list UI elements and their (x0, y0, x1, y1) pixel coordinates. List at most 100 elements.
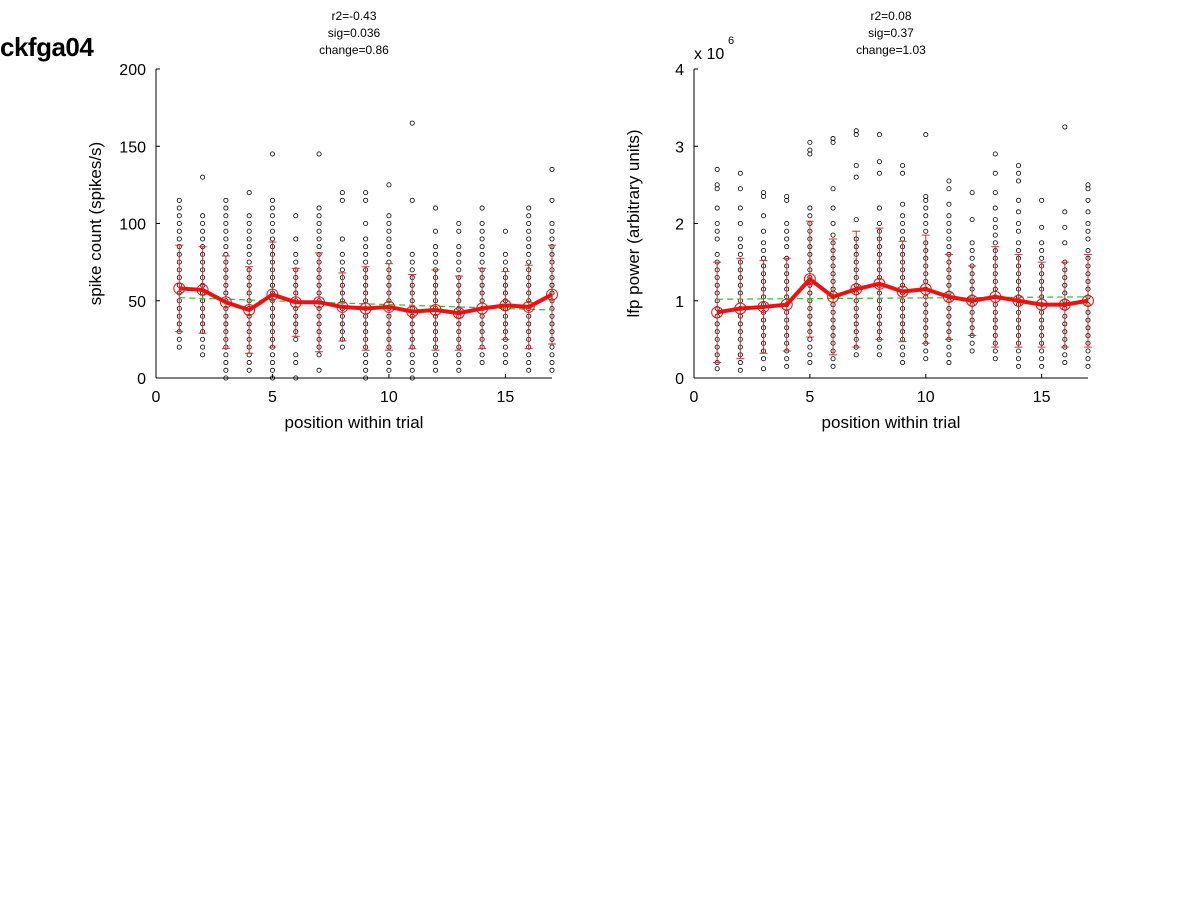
scatter-point (1039, 248, 1045, 254)
mean-marker (382, 300, 395, 313)
y-tick-label: 4 (675, 62, 684, 79)
scatter-point (1062, 124, 1068, 130)
scatter-point (549, 360, 555, 366)
scatter-point (176, 197, 182, 203)
scatter-point (923, 220, 929, 226)
scatter-point (992, 151, 998, 157)
scatter-point (784, 363, 790, 369)
scatter-point (176, 344, 182, 350)
mean-marker (942, 290, 955, 303)
scatter-point (200, 213, 206, 219)
scatter-point (549, 367, 555, 373)
y-tick-label: 3 (675, 139, 684, 156)
scatter-point (246, 228, 252, 234)
y-tick-label: 150 (119, 139, 146, 156)
scatter-point (900, 213, 906, 219)
scatter-point (316, 213, 322, 219)
scatter-point (992, 170, 998, 176)
scatter-point (456, 360, 462, 366)
scatter-point (269, 375, 275, 381)
y-tick-label: 0 (137, 371, 146, 388)
scatter-point (363, 244, 369, 250)
scatter-point (409, 367, 415, 373)
scatter-point (853, 128, 859, 134)
scatter-point (946, 236, 952, 242)
scatter-point (223, 244, 229, 250)
scatter-point (269, 367, 275, 373)
scatter-point (900, 170, 906, 176)
x-tick-label: 15 (1033, 389, 1051, 406)
scatter-point (853, 163, 859, 169)
scatter-point (386, 360, 392, 366)
scatter-point (923, 132, 929, 138)
y-tick-label: 200 (119, 62, 146, 79)
scatter-point (737, 360, 743, 366)
scatter-point (946, 186, 952, 192)
mean-marker (827, 290, 840, 303)
mean-marker (850, 283, 863, 296)
scatter-point (992, 232, 998, 238)
scatter-point (246, 251, 252, 257)
mean-marker (757, 300, 770, 313)
scatter-point (433, 352, 439, 358)
mean-marker (896, 285, 909, 298)
scatter-point (409, 267, 415, 273)
scatter-point (293, 375, 299, 381)
mean-marker (336, 300, 349, 313)
scatter-point (316, 367, 322, 373)
scatter-point (830, 186, 836, 192)
scatter-point (761, 240, 767, 246)
scatter-point (223, 236, 229, 242)
scatter-point (946, 360, 952, 366)
scatter-point (456, 251, 462, 257)
scatter-point (761, 356, 767, 362)
scatter-point (1039, 224, 1045, 230)
scatter-point (549, 352, 555, 358)
y-tick-label: 50 (128, 294, 146, 311)
scatter-point (969, 340, 975, 346)
scatter-point (223, 367, 229, 373)
mean-marker (1035, 298, 1048, 311)
scatter-point (526, 205, 532, 211)
scatter-point (176, 205, 182, 211)
x-tick-label: 10 (380, 389, 398, 406)
scatter-point (1085, 363, 1091, 369)
scatter-point (479, 259, 485, 265)
scatter-point (1015, 220, 1021, 226)
scatter-point (807, 336, 813, 342)
scatter-point (316, 244, 322, 250)
scatter-point (1085, 248, 1091, 254)
scatter-point (200, 352, 206, 358)
scatter-point (1039, 197, 1045, 203)
scatter-point (223, 197, 229, 203)
scatter-point (316, 236, 322, 242)
scatter-point (433, 244, 439, 250)
scatter-point (761, 248, 767, 254)
scatter-point (363, 220, 369, 226)
scatter-point (969, 217, 975, 223)
scatter-point (1015, 348, 1021, 354)
y-axis-label: spike count (spikes/s) (86, 142, 105, 305)
scatter-point (456, 244, 462, 250)
scatter-point (714, 251, 720, 257)
scatter-point (293, 213, 299, 219)
mean-marker (219, 296, 232, 309)
scatter-point (807, 147, 813, 153)
scatter-point (714, 366, 720, 372)
scatter-point (992, 190, 998, 196)
scatter-point (992, 224, 998, 230)
scatter-point (900, 220, 906, 226)
scatter-point (223, 360, 229, 366)
scatter-point (1039, 363, 1045, 369)
scatter-point (386, 220, 392, 226)
scatter-point (761, 190, 767, 196)
scatter-point (1015, 248, 1021, 254)
mean-marker (266, 288, 279, 301)
scatter-point (784, 228, 790, 234)
scatter-point (1015, 170, 1021, 176)
scatter-point (923, 193, 929, 199)
scatter-point (502, 352, 508, 358)
scatter-point (526, 220, 532, 226)
scatter-point (526, 259, 532, 265)
scatter-point (876, 132, 882, 138)
